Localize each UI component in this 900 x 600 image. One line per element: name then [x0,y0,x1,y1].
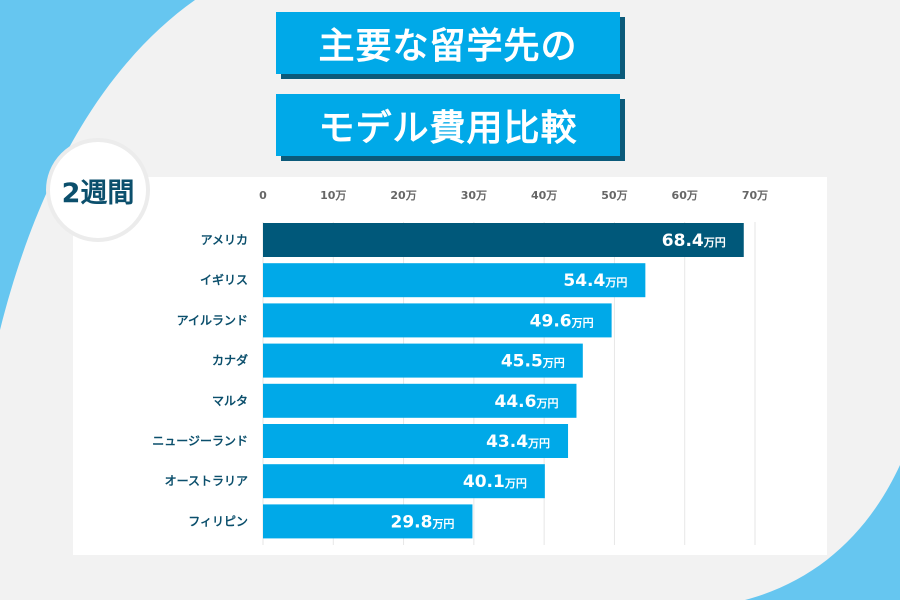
value-label: 45.5万円 [501,352,565,372]
x-tick-label: 60万 [672,189,698,202]
bar [263,424,569,458]
x-tick-label: 0 [259,189,267,202]
title-line-1: 主要な留学先の [276,12,620,74]
x-tick-label: 10万 [320,189,346,202]
bar [263,263,646,298]
duration-badge: 2週間 [46,138,150,242]
category-label: アイルランド [177,313,248,327]
x-tick-label: 70万 [742,189,768,202]
value-label: 49.6万円 [530,311,594,331]
value-label: 40.1万円 [463,472,527,492]
value-label: 44.6万円 [495,392,559,412]
bar [263,383,577,418]
category-label: イギリス [200,272,248,287]
category-label: フィリピン [188,514,248,528]
value-label: 54.4万円 [563,271,627,291]
bar [263,303,612,338]
decorative-blob-top-left [0,0,195,330]
category-label: マルタ [212,394,248,408]
category-label: アメリカ [201,233,248,247]
category-label: オーストラリア [165,474,248,488]
bar [263,504,473,539]
bar [263,343,583,378]
x-tick-label: 20万 [390,189,416,202]
x-tick-label: 30万 [461,189,487,202]
value-label: 29.8万円 [390,512,454,532]
bar [263,223,744,257]
value-label: 43.4万円 [486,432,550,452]
category-label: ニュージーランド [152,434,248,448]
value-label: 68.4万円 [662,231,726,251]
decorative-blob-bottom-right [745,465,900,600]
x-tick-label: 50万 [601,189,627,202]
category-label: カナダ [212,353,248,368]
x-tick-label: 40万 [531,189,557,202]
title-line-2: モデル費用比較 [276,94,620,156]
bar [263,464,545,499]
